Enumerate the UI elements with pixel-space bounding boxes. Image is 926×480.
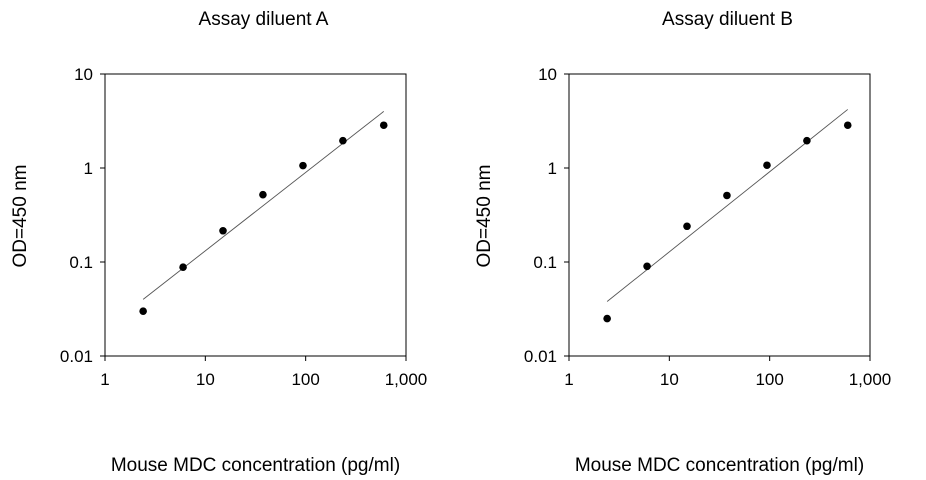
data-point [139, 307, 147, 315]
data-point [179, 263, 187, 272]
x-tick-label: 100 [755, 370, 783, 389]
x-tick-label: 10 [660, 370, 679, 389]
x-tick-label: 1,000 [385, 370, 428, 389]
chart-panel-1: Assay diluent A 1 10 100 1,000 0.01 0.1 1 10 Mous… [10, 9, 427, 476]
data-point [683, 222, 691, 231]
chart-title: Assay diluent A [199, 9, 329, 30]
chart-panel-2: Assay diluent B 1 10 100 1,000 0.01 0.1 1 10 Mous… [474, 9, 891, 476]
y-tick-label: 1 [548, 159, 557, 178]
data-point [339, 136, 347, 145]
y-tick-label: 0.1 [69, 253, 93, 272]
data-point [803, 136, 811, 145]
data-point [219, 226, 227, 235]
y-tick-label: 1 [84, 159, 93, 178]
y-tick-label: 0.01 [60, 347, 93, 366]
x-tick-label: 1 [100, 370, 109, 389]
y-tick-label: 0.1 [533, 253, 557, 272]
plot-frame [568, 73, 871, 357]
x-axis-label: Mouse MDC concentration (pg/ml) [575, 455, 864, 476]
y-axis-label: OD=450 nm [10, 165, 31, 268]
fit-line [606, 109, 849, 302]
y-tick-label: 0.01 [524, 347, 557, 366]
y-axis-label: OD=450 nm [474, 165, 495, 268]
data-point [843, 121, 852, 130]
data-point [259, 190, 267, 199]
fit-line [142, 111, 385, 300]
data-point [763, 161, 771, 170]
data-point [299, 161, 307, 170]
data-point [603, 314, 611, 323]
x-axis-label: Mouse MDC concentration (pg/ml) [111, 455, 400, 476]
data-point [643, 262, 651, 271]
x-tick-label: 1 [564, 370, 573, 389]
y-tick-label: 10 [538, 65, 557, 84]
y-tick-label: 10 [74, 65, 93, 84]
x-tick-label: 1,000 [849, 370, 892, 389]
data-point [379, 121, 388, 130]
data-point [723, 191, 731, 200]
x-tick-label: 100 [291, 370, 319, 389]
x-tick-label: 10 [196, 370, 215, 389]
chart-title: Assay diluent B [662, 9, 793, 30]
plot-frame [104, 73, 407, 357]
